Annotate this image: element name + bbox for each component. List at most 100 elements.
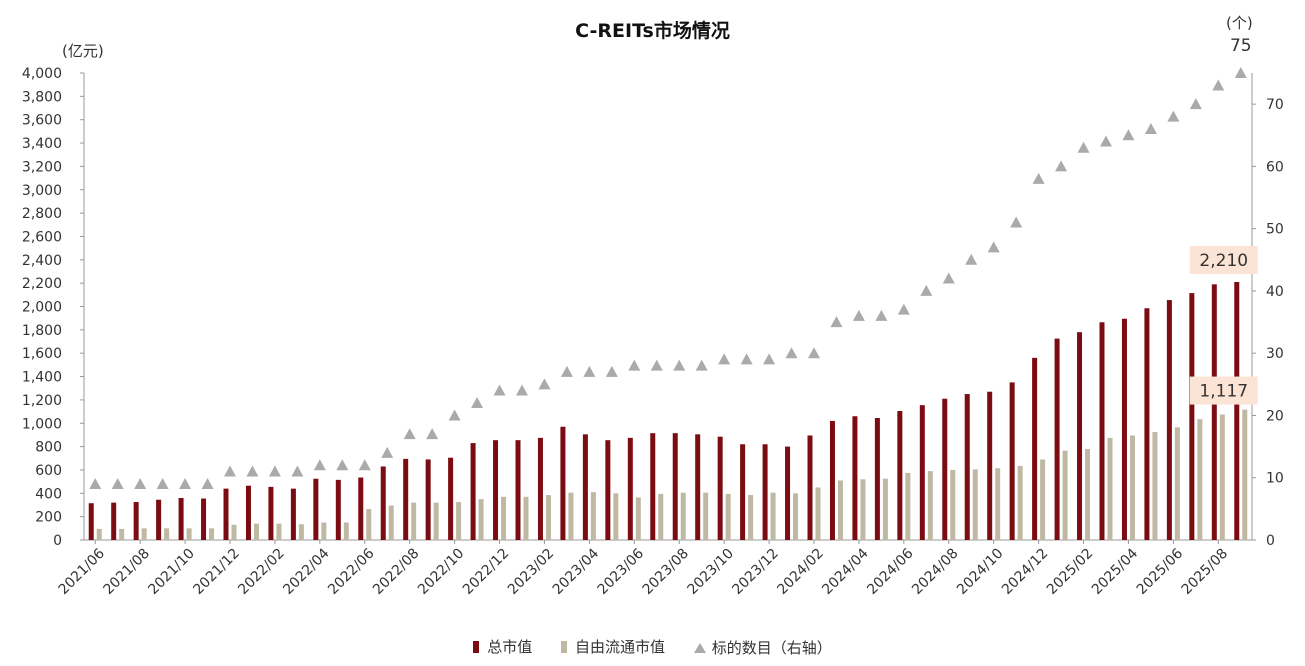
legend-swatch-total-market-value (473, 640, 480, 653)
bar-free-float-market-value (703, 492, 709, 540)
reit-count-marker (448, 409, 461, 421)
bar-total-market-value (1166, 300, 1172, 540)
left-y-tick-label: 1,000 (22, 416, 62, 432)
reit-count-marker (987, 241, 1000, 253)
bar-total-market-value (874, 417, 880, 540)
bar-total-market-value (335, 479, 341, 540)
bar-total-market-value (785, 446, 791, 540)
reit-count-marker (785, 347, 798, 359)
reit-count-marker (156, 477, 169, 489)
bar-total-market-value (425, 459, 431, 540)
annotation-count-value: 75 (1230, 36, 1252, 56)
left-y-tick-label: 600 (35, 463, 62, 479)
left-y-tick-label: 4,000 (22, 66, 62, 82)
bar-free-float-market-value (613, 493, 619, 540)
right-y-tick-label: 60 (1266, 159, 1284, 175)
bar-free-float-market-value (119, 528, 125, 540)
right-y-tick-label: 40 (1266, 284, 1284, 300)
reit-count-marker (740, 353, 753, 365)
x-tick-label: 2021/08 (101, 546, 153, 598)
reit-count-marker (516, 384, 528, 396)
x-tick-label: 2023/12 (729, 546, 781, 598)
bar-free-float-market-value (1085, 448, 1091, 540)
reit-count-marker (875, 309, 888, 321)
bar-free-float-market-value (793, 493, 799, 540)
annotation-total-value: 2,210 (1199, 251, 1248, 271)
reit-count-marker (1122, 129, 1135, 141)
left-y-tick-label: 3,600 (22, 113, 62, 129)
bar-free-float-market-value (568, 492, 574, 540)
x-tick-label: 2021/10 (145, 546, 197, 598)
reit-count-marker (291, 465, 304, 477)
bar-free-float-market-value (905, 472, 911, 540)
bar-free-float-market-value (1062, 450, 1068, 540)
bar-free-float-market-value (411, 502, 417, 540)
bar-free-float-market-value (186, 528, 192, 540)
bar-total-market-value (268, 486, 274, 540)
bar-total-market-value (942, 398, 948, 540)
left-y-tick-label: 3,400 (22, 136, 62, 152)
chart-legend: 总市值 自由流通市值 标的数目（右轴） (0, 636, 1305, 658)
left-y-tick-label: 1,800 (22, 323, 62, 339)
legend-label-reit-count: 标的数目（右轴） (711, 639, 832, 657)
bar-total-market-value (740, 444, 746, 540)
reit-count-marker (426, 428, 439, 440)
bar-total-market-value (1211, 284, 1217, 540)
reit-count-marker (1234, 67, 1247, 78)
right-y-tick-label: 50 (1266, 222, 1284, 238)
reit-count-marker (246, 465, 259, 477)
x-tick-label: 2023/10 (685, 546, 737, 598)
x-tick-label: 2021/12 (190, 546, 242, 598)
reit-count-marker (1032, 172, 1045, 184)
reit-count-marker (808, 347, 820, 359)
bar-free-float-market-value (725, 493, 731, 540)
bar-free-float-market-value (680, 492, 686, 540)
left-y-tick-label: 0 (53, 533, 62, 549)
left-y-tick-label: 2,400 (22, 253, 62, 269)
left-y-tick-label: 2,200 (22, 276, 62, 292)
bar-total-market-value (852, 416, 858, 540)
bar-total-market-value (313, 478, 319, 540)
reit-count-marker (268, 465, 281, 477)
bar-free-float-market-value (815, 487, 821, 540)
reit-count-marker (1077, 141, 1090, 153)
reit-count-marker (179, 477, 192, 489)
reit-count-marker (560, 365, 573, 377)
bar-total-market-value (695, 434, 701, 540)
left-y-tick-label: 2,800 (22, 206, 62, 222)
bar-free-float-market-value (1129, 435, 1135, 540)
reit-count-marker (336, 459, 349, 471)
left-y-tick-label: 1,200 (22, 393, 62, 409)
bar-total-market-value (515, 440, 521, 540)
x-tick-label: 2025/06 (1134, 545, 1187, 598)
bar-total-market-value (560, 426, 566, 540)
bar-free-float-market-value (231, 524, 237, 540)
reit-count-marker (942, 272, 955, 284)
bar-total-market-value (470, 443, 476, 540)
left-y-tick-label: 800 (35, 440, 62, 456)
bar-free-float-market-value (882, 478, 888, 540)
bar-free-float-market-value (456, 502, 462, 540)
x-tick-label: 2025/02 (1044, 546, 1096, 598)
bar-free-float-market-value (1107, 437, 1113, 540)
bar-free-float-market-value (141, 528, 147, 540)
bar-free-float-market-value (523, 496, 529, 540)
bar-free-float-market-value (253, 523, 259, 540)
bar-total-market-value (1009, 382, 1015, 540)
bar-free-float-market-value (658, 493, 664, 540)
right-y-tick-label: 30 (1266, 346, 1284, 362)
legend-item-free-float-market-value: 自由流通市值 (560, 636, 665, 657)
bar-total-market-value (897, 410, 903, 540)
bar-free-float-market-value (1152, 432, 1158, 540)
reit-count-marker (763, 353, 776, 365)
x-tick-label: 2023/08 (640, 546, 692, 598)
right-y-tick-label: 20 (1266, 408, 1284, 424)
bar-total-market-value (672, 433, 678, 540)
bar-free-float-market-value (545, 495, 551, 540)
bar-total-market-value (448, 457, 454, 540)
bar-free-float-market-value (927, 471, 933, 540)
left-y-tick-label: 200 (35, 510, 62, 526)
reit-count-marker (538, 378, 551, 390)
reit-count-marker (673, 359, 686, 371)
reit-count-marker (965, 253, 978, 265)
